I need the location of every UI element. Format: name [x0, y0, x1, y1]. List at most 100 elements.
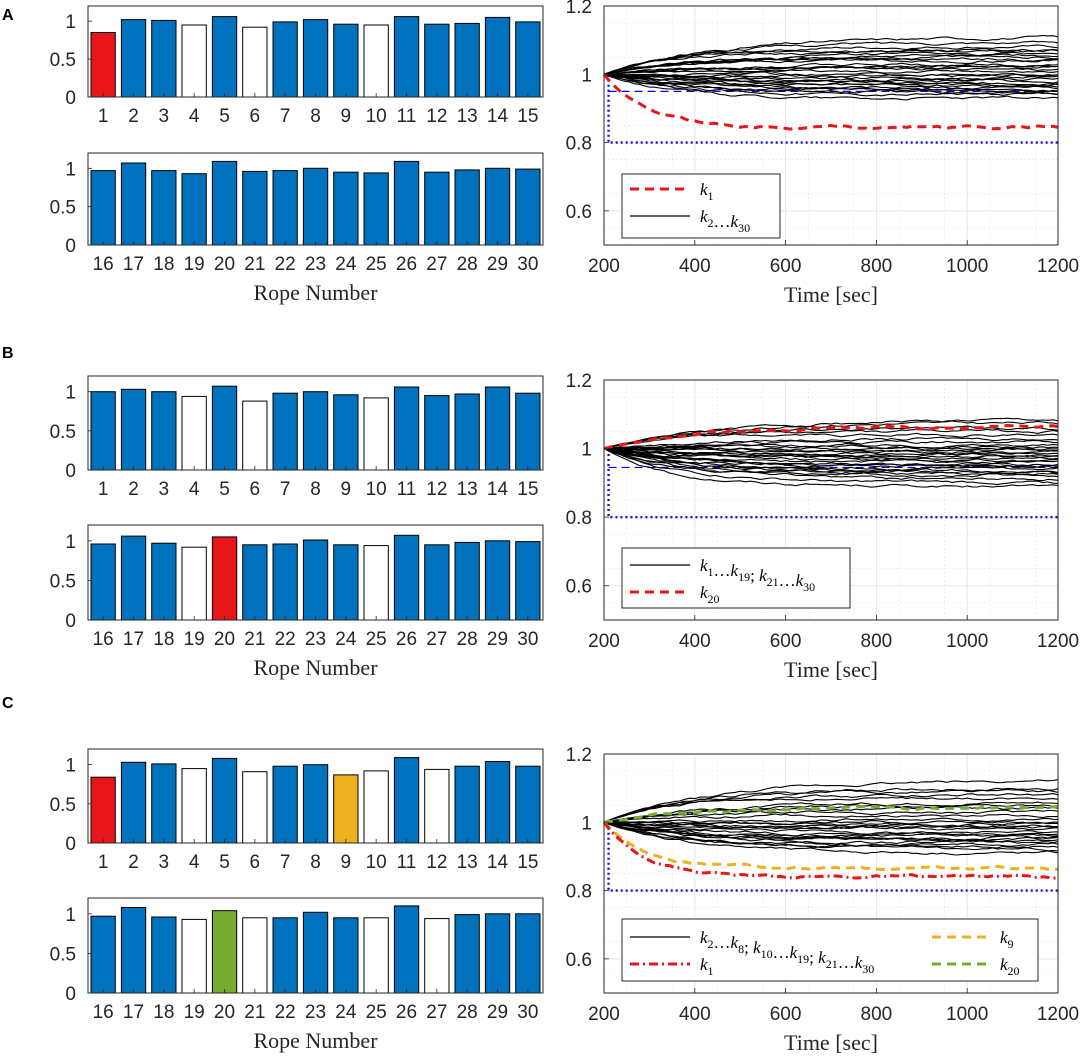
y-tick-label: 0	[65, 461, 76, 482]
series-line-black	[603, 40, 1059, 75]
series-line-black	[604, 820, 1059, 828]
series-line-black	[603, 821, 1059, 845]
x-tick-label: 400	[679, 631, 711, 652]
y-tick-label: 0	[65, 611, 76, 632]
x-tick-label: 26	[396, 254, 417, 275]
x-tick-label: 9	[341, 479, 352, 500]
series-line-black	[603, 73, 1059, 95]
x-tick-label: 1000	[946, 1004, 988, 1025]
bar-21	[242, 170, 268, 246]
bar-chart-A-bars-bottom: 16 17 18 19 20 21 22 23 24 25 26 27 28 29 30 0 0.5 1 Rope …	[50, 152, 544, 305]
legend-text-part: k	[753, 938, 761, 957]
bar-27	[424, 544, 450, 621]
x-tick-label: 15	[517, 479, 538, 500]
bar-23	[302, 167, 329, 246]
x-tick-label: 22	[275, 254, 296, 275]
bar-18	[151, 542, 177, 621]
axes-box	[87, 5, 544, 98]
series-line-black	[603, 69, 1059, 75]
legend-text-part: k	[700, 928, 708, 947]
x-tick-label: 1000	[946, 256, 988, 277]
legend-subscript: 21	[767, 575, 779, 589]
bar-16	[90, 915, 116, 994]
series-line-black	[603, 73, 1059, 88]
x-tick-label: 13	[457, 106, 478, 127]
bar-29	[484, 540, 511, 621]
x-tick-label: 200	[588, 631, 620, 652]
bar-15	[515, 392, 541, 471]
x-tick-label: 600	[770, 631, 802, 652]
x-tick-label: 1	[98, 852, 109, 873]
bar-22	[272, 170, 298, 246]
x-tick-label: 7	[280, 106, 291, 127]
series-line-black	[603, 448, 1059, 463]
legend-text-part: k	[700, 583, 708, 602]
series-line-black	[604, 446, 1058, 452]
bar-19	[181, 918, 207, 994]
x-tick-label: 600	[770, 1004, 802, 1025]
bar-8	[302, 391, 329, 471]
axes-box	[603, 753, 1059, 994]
x-tick-label: 4	[189, 106, 200, 127]
x-tick-label: 26	[396, 1002, 417, 1023]
bar-2	[120, 19, 147, 98]
axes-box	[87, 152, 544, 246]
x-axis-label: Time [sec]	[784, 1030, 878, 1055]
legend-subscript: 30	[738, 221, 750, 235]
x-tick-label: 13	[457, 852, 478, 873]
series-line-black	[603, 448, 1059, 454]
x-tick-label: 7	[280, 852, 291, 873]
bar-12	[424, 23, 450, 98]
x-tick-label: 600	[770, 256, 802, 277]
bar-2	[120, 761, 147, 844]
legend-text-part: k	[700, 180, 708, 199]
x-tick-label: 7	[280, 479, 291, 500]
bar-1	[90, 32, 116, 98]
x-tick-label: 18	[153, 629, 174, 650]
x-tick-label: 2	[128, 479, 139, 500]
bar-23	[302, 911, 329, 994]
x-tick-label: 3	[159, 106, 170, 127]
x-tick-label: 16	[93, 254, 114, 275]
series-line-black	[603, 448, 1059, 456]
series-line-black	[603, 821, 1059, 856]
legend-subscript: 10	[761, 947, 773, 961]
x-tick-label: 1	[98, 479, 109, 500]
bar-5	[211, 16, 238, 98]
series-line-black	[603, 72, 1059, 78]
x-tick-label: 4	[189, 479, 200, 500]
x-tick-label: 30	[517, 629, 538, 650]
x-tick-label: 3	[159, 479, 170, 500]
legend-text-part: k	[700, 556, 708, 575]
x-tick-label: 9	[341, 852, 352, 873]
legend-subscript: 1	[708, 964, 714, 978]
x-tick-label: 18	[153, 1002, 174, 1023]
bar-22	[272, 543, 298, 621]
bar-5	[211, 757, 238, 844]
x-tick-label: 5	[219, 106, 230, 127]
bar-7	[272, 21, 298, 98]
legend-text-part: k	[1000, 928, 1008, 947]
axes-box	[603, 5, 1059, 246]
x-axis-label: Rope Number	[253, 280, 378, 305]
legend-box	[621, 173, 781, 239]
bar-16	[90, 170, 116, 246]
series-line-black	[603, 821, 1059, 847]
x-tick-label: 19	[184, 1002, 205, 1023]
bar-21	[242, 917, 268, 994]
axes-box	[87, 524, 544, 621]
bar-11	[393, 16, 420, 98]
series-line-black	[603, 448, 1059, 460]
y-tick-label: 1	[581, 440, 592, 461]
panel-label-a: A	[2, 7, 14, 24]
series-line-black	[603, 821, 1059, 843]
y-tick-label: 0.5	[50, 571, 76, 592]
x-axis-label: Time [sec]	[784, 657, 878, 682]
legend-text-part: …	[838, 953, 855, 972]
x-tick-label: 25	[366, 254, 387, 275]
bar-9	[333, 23, 359, 98]
bar-26	[393, 534, 420, 621]
x-tick-label: 20	[214, 1002, 235, 1023]
